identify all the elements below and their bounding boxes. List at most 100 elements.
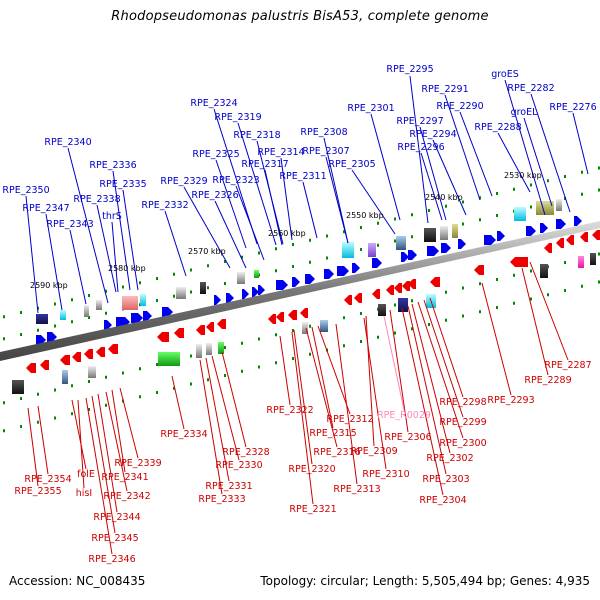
guide-dot xyxy=(564,175,566,178)
leader-line xyxy=(529,261,569,361)
homolog-box xyxy=(96,300,102,310)
forward-gene-arrow xyxy=(458,239,466,249)
guide-dot xyxy=(394,303,396,307)
guide-dot xyxy=(190,290,192,294)
reverse-gene-arrow xyxy=(84,349,93,359)
homolog-box xyxy=(84,305,89,317)
forward-gene-label: RPE_2308 xyxy=(300,127,347,138)
forward-gene-arrow xyxy=(497,231,505,241)
guide-dot xyxy=(530,269,532,273)
guide-dot xyxy=(258,365,260,369)
guide-dot xyxy=(54,324,56,328)
guide-dot xyxy=(122,285,124,289)
homolog-box xyxy=(556,199,562,211)
guide-dot xyxy=(326,256,328,260)
leader-line xyxy=(293,329,313,465)
homolog-box xyxy=(536,201,554,215)
leader-line xyxy=(409,75,429,224)
forward-gene-label: RPE_2317 xyxy=(241,159,288,170)
reverse-gene-arrow xyxy=(474,265,484,275)
homolog-box xyxy=(62,370,68,384)
leader-line xyxy=(85,397,113,555)
guide-dot xyxy=(462,222,464,226)
reverse-gene-arrow xyxy=(408,279,416,289)
guide-dot xyxy=(326,234,328,238)
guide-dot xyxy=(598,280,600,284)
leader-line xyxy=(280,157,293,241)
reverse-gene-arrow xyxy=(268,314,276,324)
guide-dot xyxy=(20,311,22,314)
guide-dot xyxy=(207,286,209,290)
guide-dot xyxy=(156,391,158,394)
reverse-gene-arrow xyxy=(40,360,49,370)
guide-dot xyxy=(190,354,192,358)
reverse-gene-label: RPE_2306 xyxy=(384,432,431,443)
homolog-box xyxy=(342,242,354,258)
guide-dot xyxy=(173,294,175,298)
forward-gene-label: RPE_2301 xyxy=(347,103,394,114)
guide-dot xyxy=(462,286,464,290)
forward-gene-label: RPE_2311 xyxy=(279,171,326,182)
guide-dot xyxy=(513,187,515,191)
guide-dot xyxy=(241,369,243,373)
guide-dot xyxy=(88,316,90,319)
forward-gene-arrow xyxy=(540,223,548,233)
guide-dot xyxy=(547,179,549,183)
homolog-box xyxy=(320,320,328,332)
reverse-gene-label: RPE_2313 xyxy=(333,484,380,495)
reverse-gene-label: RPE_2331 xyxy=(205,481,252,492)
leader-line xyxy=(71,399,87,470)
guide-dot xyxy=(37,420,39,424)
homolog-box xyxy=(158,352,180,366)
forward-gene-label: RPE_2332 xyxy=(141,200,188,211)
guide-dot xyxy=(343,230,345,234)
guide-dot xyxy=(292,265,294,268)
forward-gene-arrow xyxy=(305,274,315,284)
guide-dot xyxy=(105,311,107,315)
reverse-gene-arrow xyxy=(566,235,574,245)
leader-line xyxy=(105,391,128,492)
reverse-gene-arrow xyxy=(206,322,214,332)
genome-backbone xyxy=(0,221,600,361)
guide-dot xyxy=(479,310,481,314)
guide-dot xyxy=(496,278,498,281)
homolog-box xyxy=(12,380,24,394)
forward-gene-arrow xyxy=(226,293,234,303)
forward-gene-label: RPE_2325 xyxy=(192,149,239,160)
reverse-gene-arrow xyxy=(344,295,352,305)
leader-line xyxy=(351,169,396,235)
reverse-gene-label: RPE_2355 xyxy=(14,486,61,497)
forward-gene-arrow xyxy=(401,252,409,262)
leader-line xyxy=(389,309,409,433)
guide-dot xyxy=(360,340,362,343)
guide-dot xyxy=(377,221,379,225)
forward-gene-arrow xyxy=(104,320,112,330)
leader-line xyxy=(183,186,231,269)
forward-gene-arrow xyxy=(484,235,496,245)
guide-dot xyxy=(275,361,277,365)
leader-line xyxy=(423,299,464,418)
guide-dot xyxy=(530,205,532,209)
forward-gene-arrow xyxy=(574,216,582,226)
guide-dot xyxy=(241,341,243,345)
leader-line xyxy=(363,317,387,470)
leader-line xyxy=(214,200,247,269)
guide-dot xyxy=(598,188,600,192)
guide-dot xyxy=(479,282,481,286)
reverse-gene-arrow xyxy=(288,310,297,320)
guide-dot xyxy=(428,209,430,212)
guide-dot xyxy=(241,255,243,259)
guide-dot xyxy=(3,429,5,433)
forward-gene-label: RPE_2276 xyxy=(549,102,596,113)
reverse-gene-label: RPE_2341 xyxy=(101,472,148,483)
guide-dot xyxy=(360,312,362,315)
forward-gene-arrow xyxy=(258,285,265,295)
reverse-gene-arrow xyxy=(510,257,528,267)
reverse-gene-label: RPE_2299 xyxy=(439,417,486,428)
guide-dot xyxy=(105,375,107,379)
reverse-gene-label: RPE_2309 xyxy=(350,446,397,457)
leader-line xyxy=(383,315,405,411)
homolog-box xyxy=(578,256,584,268)
kbp-tick-label: 2570 kbp xyxy=(188,247,226,256)
guide-dot xyxy=(598,252,600,256)
